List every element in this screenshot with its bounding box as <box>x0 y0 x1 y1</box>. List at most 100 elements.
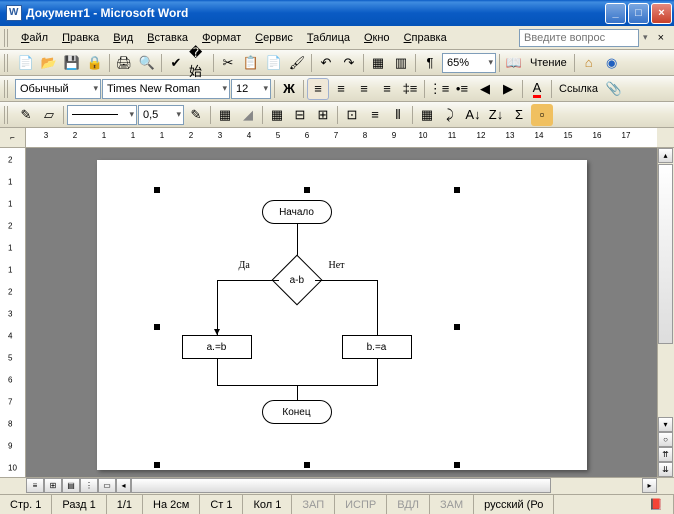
status-book-icon[interactable]: 📕 <box>639 495 674 514</box>
toolbar-grip[interactable] <box>4 54 10 72</box>
print-button[interactable]: 🖨 <box>113 52 135 74</box>
draw-table-button[interactable]: ✎ <box>15 104 37 126</box>
vertical-scrollbar[interactable]: ▴ ▾ ○ ⇈ ⇊ <box>657 148 674 477</box>
status-ext[interactable]: ВДЛ <box>387 495 430 514</box>
maximize-button[interactable]: □ <box>628 3 649 24</box>
hscroll-thumb[interactable] <box>131 478 551 493</box>
shading-button[interactable]: ◢ <box>237 104 259 126</box>
toolbar-overflow-3[interactable]: ▫ <box>531 104 553 126</box>
status-lang[interactable]: русский (Ро <box>474 495 554 514</box>
autosum-button[interactable]: Σ <box>508 104 530 126</box>
align-center-button[interactable]: ≡ <box>330 78 352 100</box>
menu-help[interactable]: Справка <box>397 30 454 46</box>
menu-format[interactable]: Формат <box>195 30 248 46</box>
link-label[interactable]: Ссылка <box>555 83 602 95</box>
read-label[interactable]: Чтение <box>526 57 571 69</box>
open-button[interactable]: 📂 <box>38 52 60 74</box>
align-right-button[interactable]: ≡ <box>353 78 375 100</box>
scroll-right-button[interactable]: ▸ <box>642 478 657 493</box>
align-cell-button[interactable]: ⊡ <box>341 104 363 126</box>
doc-close-button[interactable]: × <box>652 32 670 44</box>
status-trk[interactable]: ИСПР <box>335 495 387 514</box>
research-button[interactable]: �始 <box>188 52 210 74</box>
zoom-combo[interactable]: 65% <box>442 53 496 73</box>
insert-table-button[interactable]: ▦ <box>266 104 288 126</box>
bold-button[interactable]: Ж <box>278 78 300 100</box>
line-weight-combo[interactable]: 0,5 <box>138 105 184 125</box>
font-combo[interactable]: Times New Roman <box>102 79 230 99</box>
normal-view-button[interactable]: ≡ <box>26 478 44 493</box>
web-view-button[interactable]: ⊞ <box>44 478 62 493</box>
scroll-thumb[interactable] <box>658 164 673 344</box>
menu-tools[interactable]: Сервис <box>248 30 300 46</box>
flowchart-process-right[interactable]: b.=a <box>342 335 412 359</box>
bullets-button[interactable]: •≡ <box>451 78 473 100</box>
distribute-cols-button[interactable]: ⦀ <box>387 104 409 126</box>
outline-view-button[interactable]: ⋮ <box>80 478 98 493</box>
eraser-button[interactable]: ▱ <box>38 104 60 126</box>
columns-button[interactable]: ▥ <box>390 52 412 74</box>
read-icon[interactable]: 📖 <box>503 52 525 74</box>
toolbar-grip[interactable] <box>4 29 10 47</box>
vertical-ruler[interactable]: 2112112345678910 <box>0 148 26 477</box>
sort-asc-button[interactable]: A↓ <box>462 104 484 126</box>
flowchart-end-node[interactable]: Конец <box>262 400 332 424</box>
flowchart[interactable]: Начало a-b Да Нет a.=b b.=a <box>97 160 587 470</box>
spellcheck-button[interactable]: ✔ <box>165 52 187 74</box>
prev-page-button[interactable]: ⇈ <box>658 447 673 462</box>
style-combo[interactable]: Обычный <box>15 79 101 99</box>
show-marks-button[interactable]: ¶ <box>419 52 441 74</box>
merge-cells-button[interactable]: ⊟ <box>289 104 311 126</box>
menu-view[interactable]: Вид <box>106 30 140 46</box>
minimize-button[interactable]: _ <box>605 3 626 24</box>
menu-file[interactable]: Файл <box>14 30 55 46</box>
autoformat-button[interactable]: ▦ <box>416 104 438 126</box>
toolbar-overflow-2[interactable]: 📎 <box>603 78 625 100</box>
status-rec[interactable]: ЗАП <box>292 495 335 514</box>
font-color-button[interactable]: A <box>526 78 548 100</box>
line-style-combo[interactable] <box>67 105 137 125</box>
numbering-button[interactable]: ⋮≡ <box>428 78 450 100</box>
split-cells-button[interactable]: ⊞ <box>312 104 334 126</box>
menu-insert[interactable]: Вставка <box>140 30 195 46</box>
browse-object-button[interactable]: ○ <box>658 432 673 447</box>
text-direction-button[interactable]: ⤸ <box>439 104 461 126</box>
help-dropdown-icon[interactable]: ▾ <box>643 32 648 43</box>
sort-desc-button[interactable]: Z↓ <box>485 104 507 126</box>
fontsize-combo[interactable]: 12 <box>231 79 271 99</box>
redo-button[interactable]: ↷ <box>338 52 360 74</box>
next-page-button[interactable]: ⇊ <box>658 462 673 477</box>
save-button[interactable]: 💾 <box>61 52 83 74</box>
help-search-input[interactable] <box>519 29 639 47</box>
distribute-rows-button[interactable]: ≡ <box>364 104 386 126</box>
menu-table[interactable]: Таблица <box>300 30 357 46</box>
copy-button[interactable]: 📋 <box>240 52 262 74</box>
border-color-button[interactable]: ✎ <box>185 104 207 126</box>
undo-button[interactable]: ↶ <box>315 52 337 74</box>
outdent-button[interactable]: ◀ <box>474 78 496 100</box>
table-button[interactable]: ▦ <box>367 52 389 74</box>
toolbar-grip[interactable] <box>4 106 10 124</box>
border-button[interactable]: ▦ <box>214 104 236 126</box>
format-painter-button[interactable]: 🖌 <box>286 52 308 74</box>
toolbar-overflow[interactable]: ⌂ <box>578 52 600 74</box>
toolbar-grip[interactable] <box>4 80 10 98</box>
flowchart-process-left[interactable]: a.=b <box>182 335 252 359</box>
close-button[interactable]: × <box>651 3 672 24</box>
permission-button[interactable]: 🔒 <box>84 52 106 74</box>
line-spacing-button[interactable]: ‡≡ <box>399 78 421 100</box>
scroll-left-button[interactable]: ◂ <box>116 478 131 493</box>
scroll-down-button[interactable]: ▾ <box>658 417 673 432</box>
new-doc-button[interactable]: 📄 <box>15 52 37 74</box>
horizontal-scrollbar[interactable] <box>131 478 642 494</box>
scroll-up-button[interactable]: ▴ <box>658 148 673 163</box>
cut-button[interactable]: ✂ <box>217 52 239 74</box>
help-button[interactable]: ◉ <box>601 52 623 74</box>
flowchart-start-node[interactable]: Начало <box>262 200 332 224</box>
horizontal-ruler[interactable]: 32111234567891011121314151617 <box>26 128 657 147</box>
menu-window[interactable]: Окно <box>357 30 397 46</box>
paste-button[interactable]: 📄 <box>263 52 285 74</box>
align-justify-button[interactable]: ≡ <box>376 78 398 100</box>
reading-view-button[interactable]: ▭ <box>98 478 116 493</box>
align-left-button[interactable]: ≡ <box>307 78 329 100</box>
